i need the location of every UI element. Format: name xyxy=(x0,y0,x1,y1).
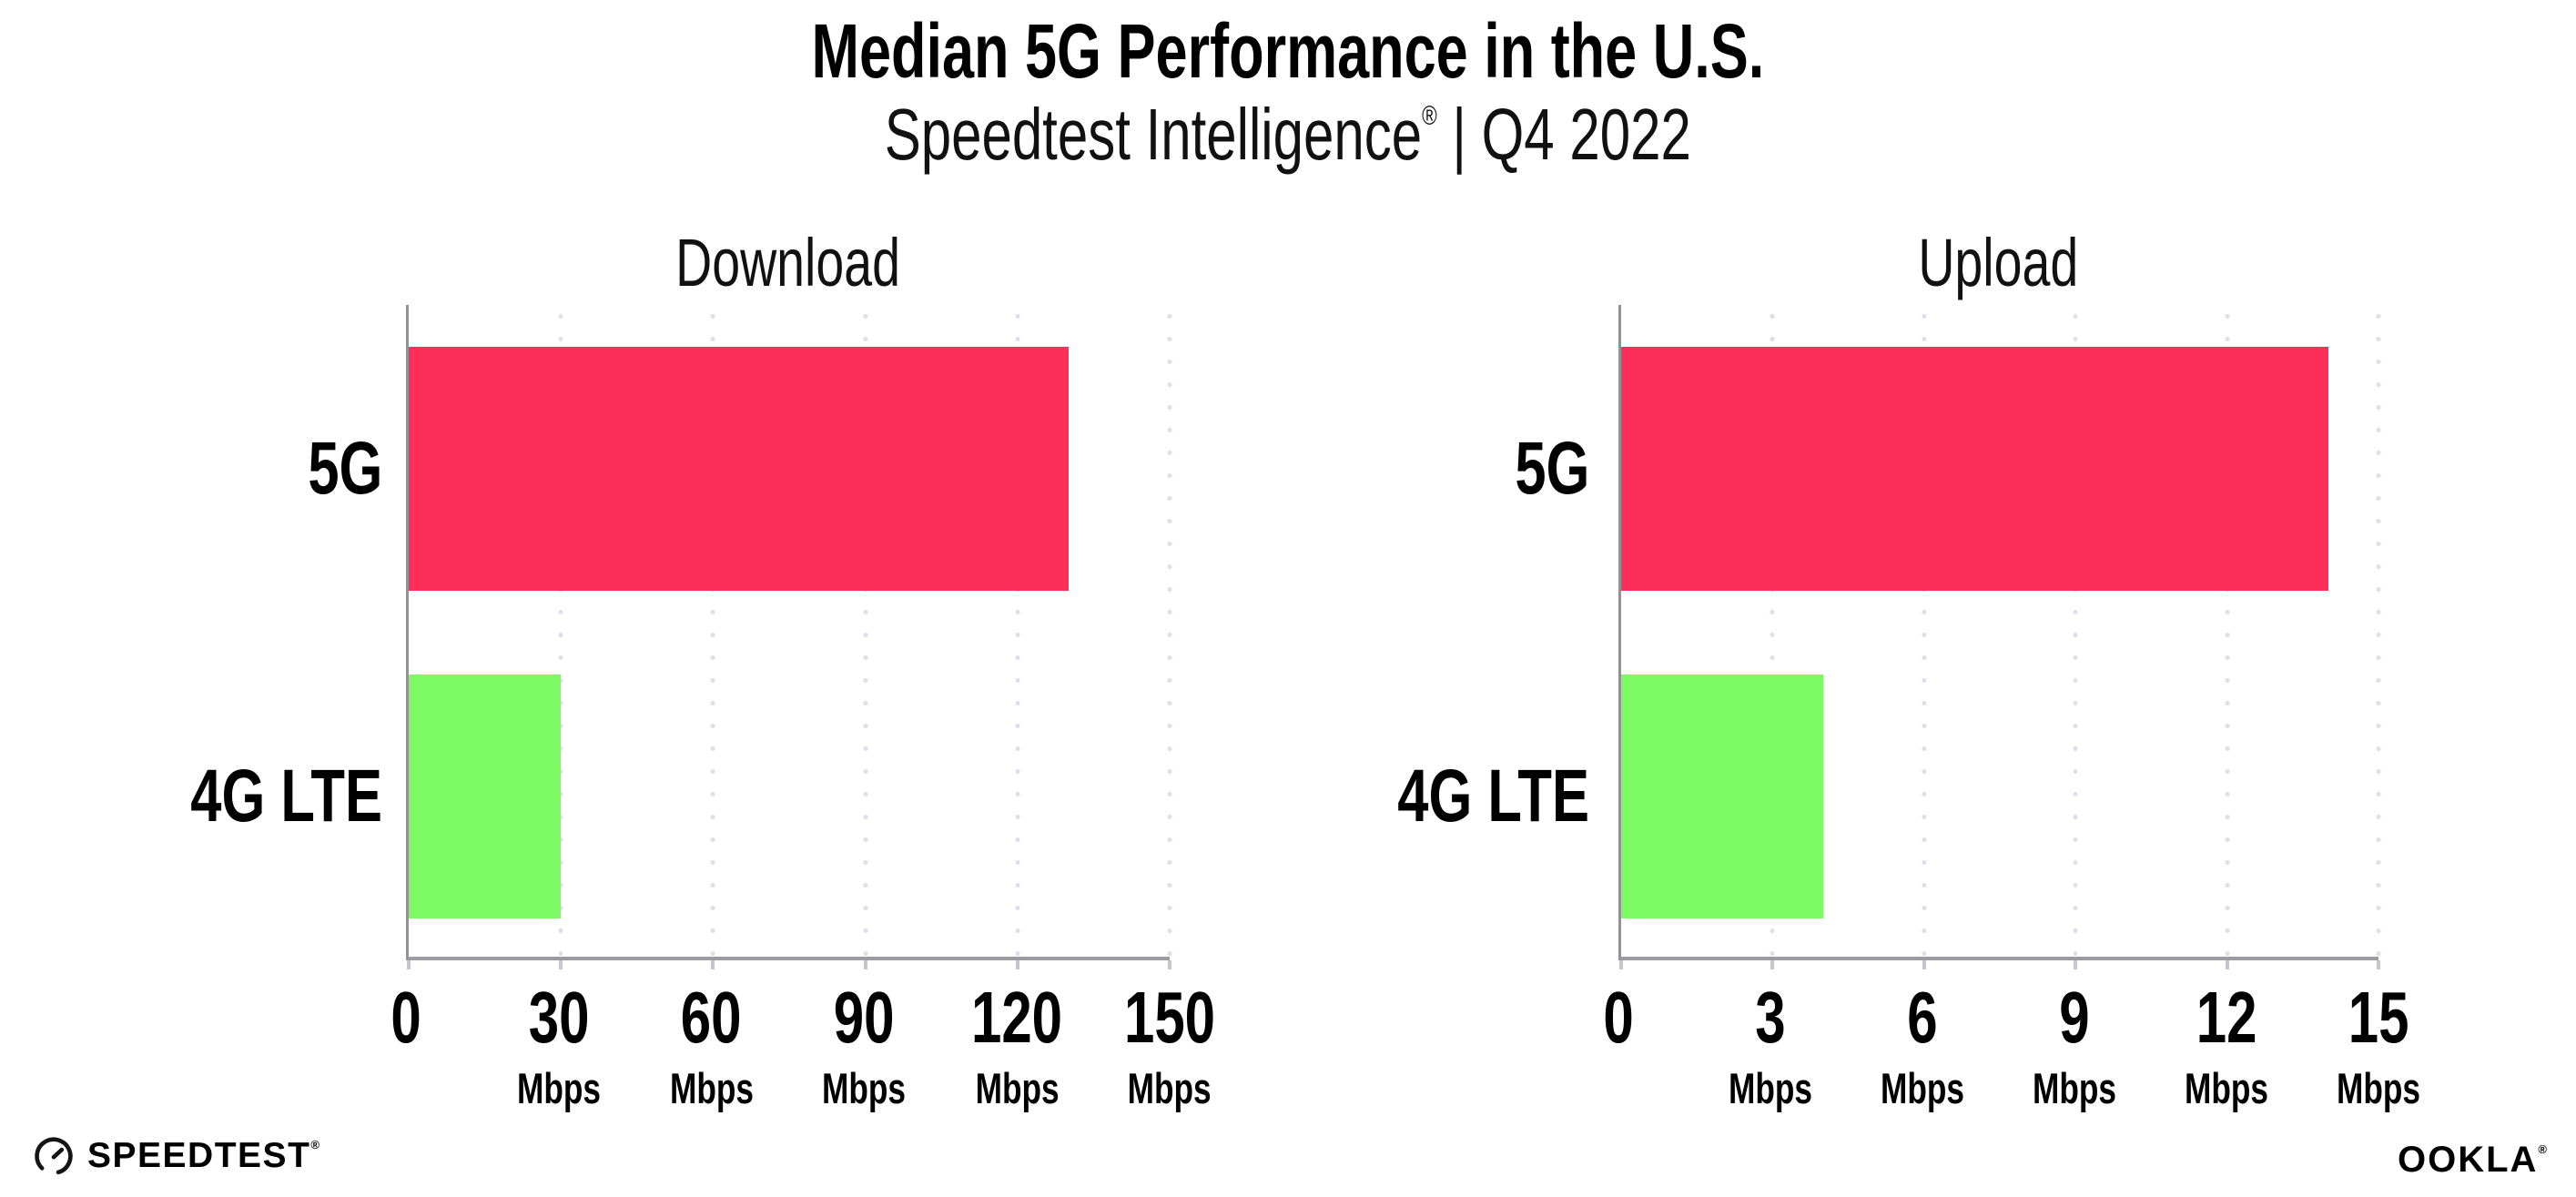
x-tick-value: 120 xyxy=(971,977,1063,1058)
gridline xyxy=(2073,305,2078,957)
x-tick: 15 Mbps xyxy=(2323,977,2435,1112)
ookla-wordmark: OOKLA® xyxy=(2398,1140,2549,1180)
x-tick-value: 0 xyxy=(390,977,421,1058)
download-5g-label-text: 5G xyxy=(307,427,382,510)
x-tick: 120 Mbps xyxy=(956,977,1077,1112)
speedtest-gauge-icon xyxy=(33,1135,75,1177)
speedtest-registered-mark: ® xyxy=(310,1138,321,1151)
subtitle-product: Speedtest Intelligence xyxy=(884,94,1423,175)
page-title: Median 5G Performance in the U.S. xyxy=(0,11,2576,91)
speedtest-wordmark-text: SPEEDTEST xyxy=(87,1136,311,1175)
axis-tick-mark xyxy=(2074,960,2078,969)
upload-5g-label: 5G xyxy=(1207,431,1589,506)
x-tick-value: 12 xyxy=(2196,977,2257,1058)
registered-mark-icon: ® xyxy=(1422,101,1437,131)
axis-tick-mark xyxy=(407,960,411,969)
axis-tick-mark xyxy=(559,960,563,969)
ookla-logo: OOKLA® xyxy=(2398,1140,2549,1181)
subtitle-period: | Q4 2022 xyxy=(1436,94,1692,175)
x-tick-unit: Mbps xyxy=(975,1064,1060,1112)
x-tick-unit: Mbps xyxy=(2032,1064,2117,1112)
x-tick-value: 150 xyxy=(1123,977,1216,1058)
x-tick: 0 xyxy=(386,981,427,1054)
x-tick-value: 3 xyxy=(1755,977,1786,1058)
download-chart-title-text: Download xyxy=(675,225,900,300)
x-tick-value: 90 xyxy=(834,977,895,1058)
ookla-registered-mark: ® xyxy=(2538,1142,2549,1156)
upload-gridlines xyxy=(1621,305,2381,957)
gridline xyxy=(710,305,715,957)
download-5g-bar xyxy=(409,347,1069,591)
x-tick-unit: Mbps xyxy=(2184,1064,2269,1112)
download-gridlines xyxy=(409,305,1172,957)
x-tick-unit: Mbps xyxy=(1127,1064,1212,1112)
page-subtitle: Speedtest Intelligence® | Q4 2022 xyxy=(0,96,2576,173)
speedtest-logo: SPEEDTEST® xyxy=(33,1131,320,1182)
x-tick-unit: Mbps xyxy=(669,1064,754,1112)
x-tick-value: 6 xyxy=(1907,977,1938,1058)
axis-tick-mark xyxy=(2225,960,2229,969)
download-x-axis-labels: 0 30 Mbps 60 Mbps 90 Mbps 120 Mbps 150 Mbps xyxy=(390,977,1215,1145)
upload-5g-label-text: 5G xyxy=(1514,427,1589,510)
x-tick: 6 Mbps xyxy=(1867,977,1979,1112)
upload-chart-title: Upload xyxy=(1618,224,2378,301)
upload-plot xyxy=(1618,305,2381,969)
download-4glte-label-text: 4G LTE xyxy=(190,755,382,837)
gridline xyxy=(1922,305,1927,957)
x-tick: 90 Mbps xyxy=(808,977,920,1112)
gridline xyxy=(2376,305,2381,957)
gridline xyxy=(1770,305,1775,957)
x-tick: 3 Mbps xyxy=(1715,977,1827,1112)
gridline xyxy=(1167,305,1172,957)
x-tick: 60 Mbps xyxy=(655,977,767,1112)
x-tick-unit: Mbps xyxy=(516,1064,601,1112)
axis-tick-mark xyxy=(1770,960,1775,969)
download-4glte-label: 4G LTE xyxy=(0,759,382,834)
upload-4glte-label: 4G LTE xyxy=(1207,759,1589,834)
gridline xyxy=(1015,305,1020,957)
download-plot xyxy=(406,305,1172,969)
gridline xyxy=(558,305,563,957)
x-tick-unit: Mbps xyxy=(1880,1064,1965,1112)
x-tick: 12 Mbps xyxy=(2171,977,2283,1112)
gridline xyxy=(863,305,868,957)
x-tick-value: 30 xyxy=(528,977,590,1058)
x-tick-value: 9 xyxy=(2059,977,2090,1058)
speedtest-wordmark: SPEEDTEST® xyxy=(87,1136,320,1176)
gridline xyxy=(2225,305,2230,957)
x-tick: 9 Mbps xyxy=(2019,977,2131,1112)
axis-tick-mark xyxy=(1619,960,1623,969)
page-title-text: Median 5G Performance in the U.S. xyxy=(811,8,1765,94)
x-tick: 30 Mbps xyxy=(502,977,614,1112)
axis-tick-mark xyxy=(2377,960,2380,969)
ookla-wordmark-text: OOKLA xyxy=(2397,1140,2539,1180)
upload-x-axis-labels: 0 3 Mbps 6 Mbps 9 Mbps 12 Mbps 15 Mbps xyxy=(1603,977,2420,1145)
x-tick: 0 xyxy=(1598,981,1639,1054)
download-4glte-bar xyxy=(409,675,562,918)
upload-4glte-label-text: 4G LTE xyxy=(1397,755,1589,837)
download-5g-label: 5G xyxy=(0,431,382,506)
page-subtitle-text: Speedtest Intelligence® | Q4 2022 xyxy=(885,96,1691,173)
download-chart-title: Download xyxy=(406,224,1170,301)
x-tick-unit: Mbps xyxy=(822,1064,907,1112)
axis-tick-mark xyxy=(1168,960,1171,969)
axis-tick-mark xyxy=(1015,960,1019,969)
x-tick-value: 15 xyxy=(2348,977,2409,1058)
upload-5g-bar xyxy=(1621,347,2328,591)
x-tick-value: 0 xyxy=(1603,977,1634,1058)
axis-tick-mark xyxy=(863,960,867,969)
upload-4glte-bar xyxy=(1621,675,1823,918)
x-tick-value: 60 xyxy=(681,977,742,1058)
x-tick-unit: Mbps xyxy=(2336,1064,2421,1112)
upload-chart-title-text: Upload xyxy=(1918,225,2079,300)
x-tick: 150 Mbps xyxy=(1109,977,1230,1112)
axis-tick-mark xyxy=(1922,960,1926,969)
axis-tick-mark xyxy=(711,960,715,969)
x-tick-unit: Mbps xyxy=(1728,1064,1813,1112)
